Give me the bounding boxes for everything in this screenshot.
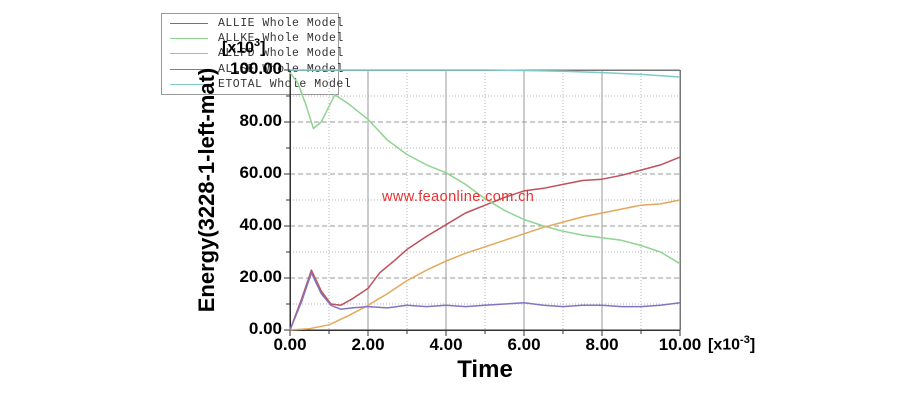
legend-swatch: [170, 23, 208, 25]
y-tick-label: 60.00: [239, 163, 282, 182]
y-axis-multiplier: [x103]: [222, 37, 266, 57]
y-tick-label: 100.00: [230, 59, 282, 78]
series-curve-etotal: [290, 69, 681, 78]
legend-item: ALLPD Whole Model: [162, 46, 343, 61]
y-axis-title: Energy(3228-1-left-mat): [194, 67, 219, 313]
y-tick-label: 80.00: [239, 111, 282, 130]
x-tick-label: 2.00: [351, 335, 385, 354]
y-tick-label: 0.00: [248, 319, 282, 338]
legend-item: ALLSE Whole Model: [162, 62, 343, 77]
legend-swatch: [170, 53, 208, 55]
x-tick-label: 0.00: [273, 335, 307, 354]
legend-label: ALLKE Whole Model: [218, 32, 344, 46]
legend-swatch: [170, 83, 208, 85]
legend-label: ALLPD Whole Model: [218, 47, 344, 61]
legend-swatch: [170, 38, 208, 40]
series-curve-allpd: [289, 199, 681, 331]
series-curve-allke: [289, 72, 681, 265]
legend-swatch: [170, 68, 208, 70]
legend-label: ETOTAL Whole Model: [218, 77, 352, 91]
legend-item: ALLIE Whole Model: [162, 16, 343, 31]
x-axis-multiplier: [x10-3]: [708, 334, 756, 354]
series-curve-allie: [289, 156, 681, 331]
series-curve-allse: [289, 272, 681, 331]
watermark: www.feaonline.com.ch: [382, 189, 535, 205]
legend-label: ALLSE Whole Model: [218, 62, 344, 76]
x-tick-label: 10.00: [658, 335, 702, 354]
legend-label: ALLIE Whole Model: [218, 17, 344, 31]
x-tick-label: 4.00: [429, 335, 463, 354]
legend-item: ALLKE Whole Model: [162, 31, 343, 46]
x-tick-label: 8.00: [585, 335, 619, 354]
y-tick-label: 20.00: [239, 267, 282, 286]
y-tick-label: 40.00: [239, 215, 282, 234]
legend: ALLIE Whole Model ALLKE Whole Model ALLPD …: [161, 13, 351, 95]
x-axis-title: Time: [457, 356, 513, 383]
x-tick-label: 6.00: [507, 335, 541, 354]
legend-item: ETOTAL Whole Model: [162, 77, 351, 92]
